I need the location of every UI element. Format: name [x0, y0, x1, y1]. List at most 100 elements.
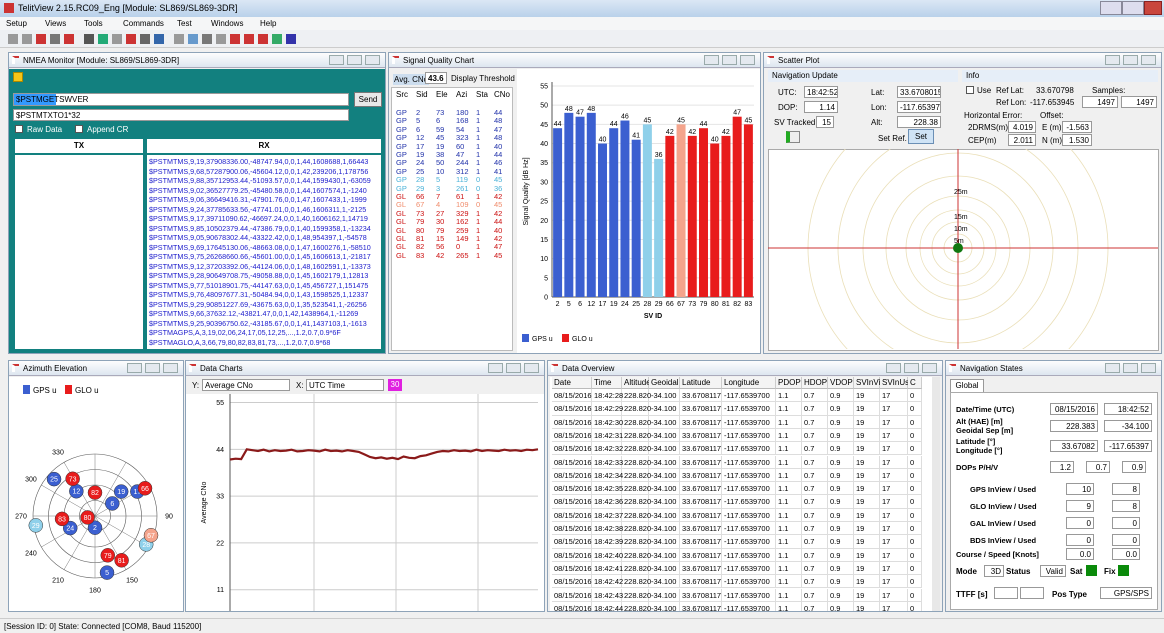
toolbar-button[interactable] [36, 34, 46, 44]
toolbar-button[interactable] [84, 34, 94, 44]
panel-button[interactable] [722, 55, 737, 65]
azimuth-label: 240 [25, 551, 37, 558]
menu-item[interactable]: Setup [6, 19, 27, 28]
y-select[interactable]: Average CNo [202, 379, 290, 391]
panel-button[interactable] [506, 363, 521, 373]
bar [586, 112, 596, 297]
panel-button[interactable] [365, 55, 380, 65]
toolbar-button[interactable] [258, 34, 268, 44]
bar [732, 116, 742, 297]
menu-item[interactable]: Test [177, 19, 192, 28]
cell: 0.9 [828, 442, 854, 456]
panel-button[interactable] [524, 363, 539, 373]
toolbar-button[interactable] [126, 34, 136, 44]
cell: 0 [908, 522, 922, 536]
menu-item[interactable]: Tools [84, 19, 103, 28]
panel-button[interactable] [163, 363, 178, 373]
panel: Signal Quality Chart Avg. CNo 43.6 Display … [388, 52, 761, 354]
cell: 17 [880, 548, 908, 562]
panel-title-bar: Scatter Plot [764, 53, 1161, 68]
value-label: 45 [677, 117, 685, 124]
tx-header: TX [15, 139, 143, 153]
field-value: 0.7 [1086, 461, 1110, 473]
field-value: 8 [1112, 500, 1140, 512]
panel-button[interactable] [740, 55, 755, 65]
toolbar-button[interactable] [202, 34, 212, 44]
sv-cell: GL [396, 234, 407, 243]
panel-button[interactable] [1105, 55, 1120, 65]
toolbar-button[interactable] [188, 34, 198, 44]
x-select[interactable]: UTC Time [306, 379, 384, 391]
cell: 0 [908, 575, 922, 589]
panel-button[interactable] [329, 55, 344, 65]
sv-cell: 6 [416, 124, 421, 134]
maximize-button[interactable] [1122, 1, 1144, 15]
sv-column-header: CNo [494, 90, 511, 99]
panel-title: Azimuth Elevation [23, 364, 88, 373]
panel-button[interactable] [347, 55, 362, 65]
value-label: 45 [643, 117, 651, 124]
panel-button[interactable] [904, 363, 919, 373]
toolbar-button[interactable] [272, 34, 282, 44]
cell: 18:42:28 [592, 389, 623, 403]
value-label: 44 [554, 121, 562, 128]
drms-value: 4.019 [1008, 121, 1036, 133]
line [229, 448, 539, 461]
menu-item[interactable]: Windows [211, 19, 244, 28]
toolbar-button[interactable] [286, 34, 296, 44]
toolbar-button[interactable] [140, 34, 150, 44]
cell: 08/15/2016 [552, 548, 592, 562]
panel-button[interactable] [488, 363, 503, 373]
toolbar-button[interactable] [174, 34, 184, 44]
satellite-label: 29 [32, 523, 40, 530]
ref-lon: -117.653945 [1030, 98, 1075, 107]
x-tick-label: 66 [666, 301, 674, 308]
command-input[interactable]: $PSTMGETSWVER [13, 93, 349, 106]
toolbar-button[interactable] [244, 34, 254, 44]
bar [598, 143, 607, 297]
cell: 08/15/2016 [552, 575, 592, 589]
toolbar-button[interactable] [112, 34, 122, 44]
cell: -117.6539700 [722, 548, 776, 562]
pause-button[interactable] [13, 72, 23, 82]
toolbar-button[interactable] [64, 34, 74, 44]
toolbar-button[interactable] [22, 34, 32, 44]
panel-button[interactable] [922, 363, 937, 373]
menu-item[interactable]: Help [260, 19, 277, 28]
toolbar-button[interactable] [8, 34, 18, 44]
panel-button[interactable] [145, 363, 160, 373]
close-button[interactable] [1144, 1, 1162, 15]
panel-button[interactable] [886, 363, 901, 373]
panel-button[interactable] [1123, 363, 1138, 373]
ttff-label: TTFF [s] [956, 590, 988, 599]
use-checkbox[interactable] [966, 86, 974, 94]
panel-button[interactable] [1141, 363, 1156, 373]
toolbar-button[interactable] [50, 34, 60, 44]
panel-button[interactable] [1105, 363, 1120, 373]
panel-button[interactable] [127, 363, 142, 373]
toolbar-button[interactable] [98, 34, 108, 44]
value-label: 46 [621, 114, 629, 121]
sv-cell: 0 [476, 183, 481, 193]
cell: 228.820 [622, 468, 651, 483]
panel-button[interactable] [1123, 55, 1138, 65]
menu-item[interactable]: Commands [123, 19, 164, 28]
toolbar-button[interactable] [154, 34, 164, 44]
status-text: [Session ID: 0] State: Connected [COM8, … [4, 622, 202, 631]
sv-cell: 5 [416, 116, 421, 126]
panel-icon [12, 364, 19, 372]
bar [710, 143, 720, 297]
set-button[interactable]: Set [908, 129, 934, 144]
record-button[interactable] [786, 131, 800, 143]
panel-button[interactable] [1141, 55, 1156, 65]
toolbar-button[interactable] [216, 34, 226, 44]
raw-checkbox[interactable] [15, 125, 23, 133]
toolbar-button[interactable] [230, 34, 240, 44]
send-button[interactable]: Send [354, 92, 382, 107]
cell: -34.100 [649, 468, 680, 483]
menu-item[interactable]: Views [45, 19, 67, 28]
y-tick-label: 45 [540, 122, 548, 129]
minimize-button[interactable] [1100, 1, 1122, 15]
append-checkbox[interactable] [75, 125, 83, 133]
panel-button[interactable] [704, 55, 719, 65]
